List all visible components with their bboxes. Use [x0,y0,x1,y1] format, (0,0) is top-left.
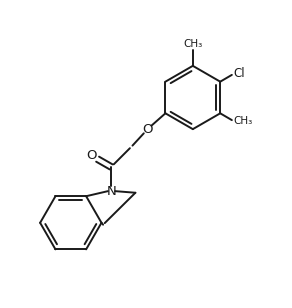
Text: O: O [86,149,97,162]
Text: CH₃: CH₃ [234,116,253,126]
Text: Cl: Cl [234,67,245,80]
Text: CH₃: CH₃ [183,39,202,49]
Text: N: N [106,184,116,198]
Text: O: O [142,123,153,136]
